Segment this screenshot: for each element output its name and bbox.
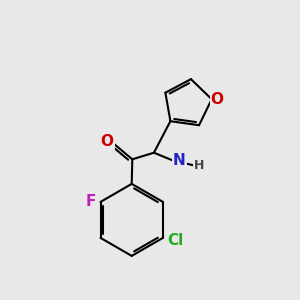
Text: H: H xyxy=(194,159,205,172)
Text: F: F xyxy=(86,194,96,209)
Text: Cl: Cl xyxy=(167,233,184,248)
Text: O: O xyxy=(100,134,114,149)
Text: N: N xyxy=(173,153,186,168)
Text: O: O xyxy=(211,92,224,107)
